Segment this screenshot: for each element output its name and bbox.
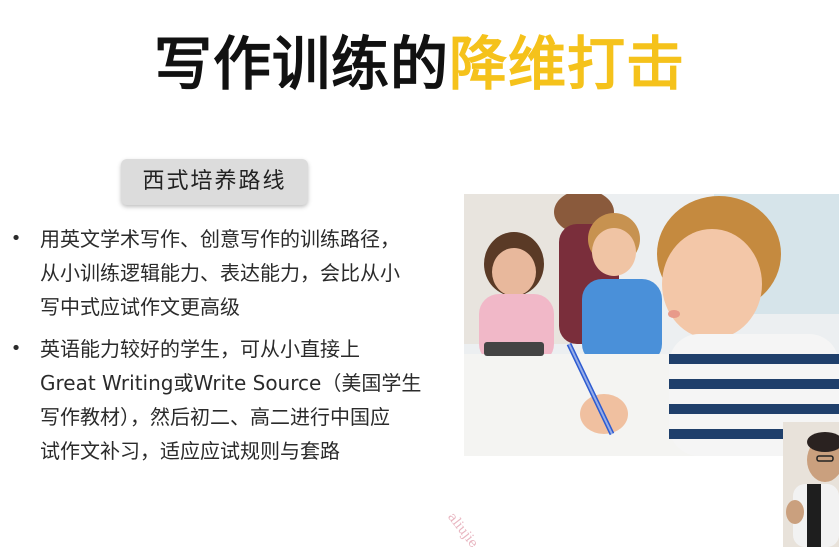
watermark: aliujie xyxy=(444,510,481,551)
bullet-line: 试作文补习，适应应试规则与套路 xyxy=(40,439,340,463)
presenter-video xyxy=(783,422,839,547)
title-main: 写作训练的 xyxy=(153,30,449,98)
bullet-line: 从小训练逻辑能力、表达能力，会比从小 xyxy=(40,261,400,285)
bullet-item: • 英语能力较好的学生，可从小直接上 Great Writing或Write S… xyxy=(10,332,440,468)
presenter-avatar xyxy=(783,422,839,547)
classroom-photo xyxy=(464,194,839,456)
bullet-line: 写作教材），然后初二、高二进行中国应 xyxy=(40,405,390,429)
bullet-dot-icon: • xyxy=(10,338,22,359)
classroom-photo-illustration xyxy=(464,194,839,456)
bullet-item: • 用英文学术写作、创意写作的训练路径， 从小训练逻辑能力、表达能力，会比从小 … xyxy=(10,222,440,324)
bullet-dot-icon: • xyxy=(10,228,22,249)
bullet-line: 写中式应试作文更高级 xyxy=(40,295,240,319)
title-highlight: 降维打击 xyxy=(449,30,686,98)
bullet-line: 英语能力较好的学生，可从小直接上 xyxy=(40,337,360,361)
bullet-line: 用英文学术写作、创意写作的训练路径， xyxy=(40,227,400,251)
bullet-list: • 用英文学术写作、创意写作的训练路径， 从小训练逻辑能力、表达能力，会比从小 … xyxy=(10,222,440,476)
bullet-line: Great Writing或Write Source（美国学生 xyxy=(40,371,422,395)
slide-title: 写作训练的降维打击 xyxy=(0,28,839,100)
section-tag: 西式培养路线 xyxy=(121,159,308,205)
